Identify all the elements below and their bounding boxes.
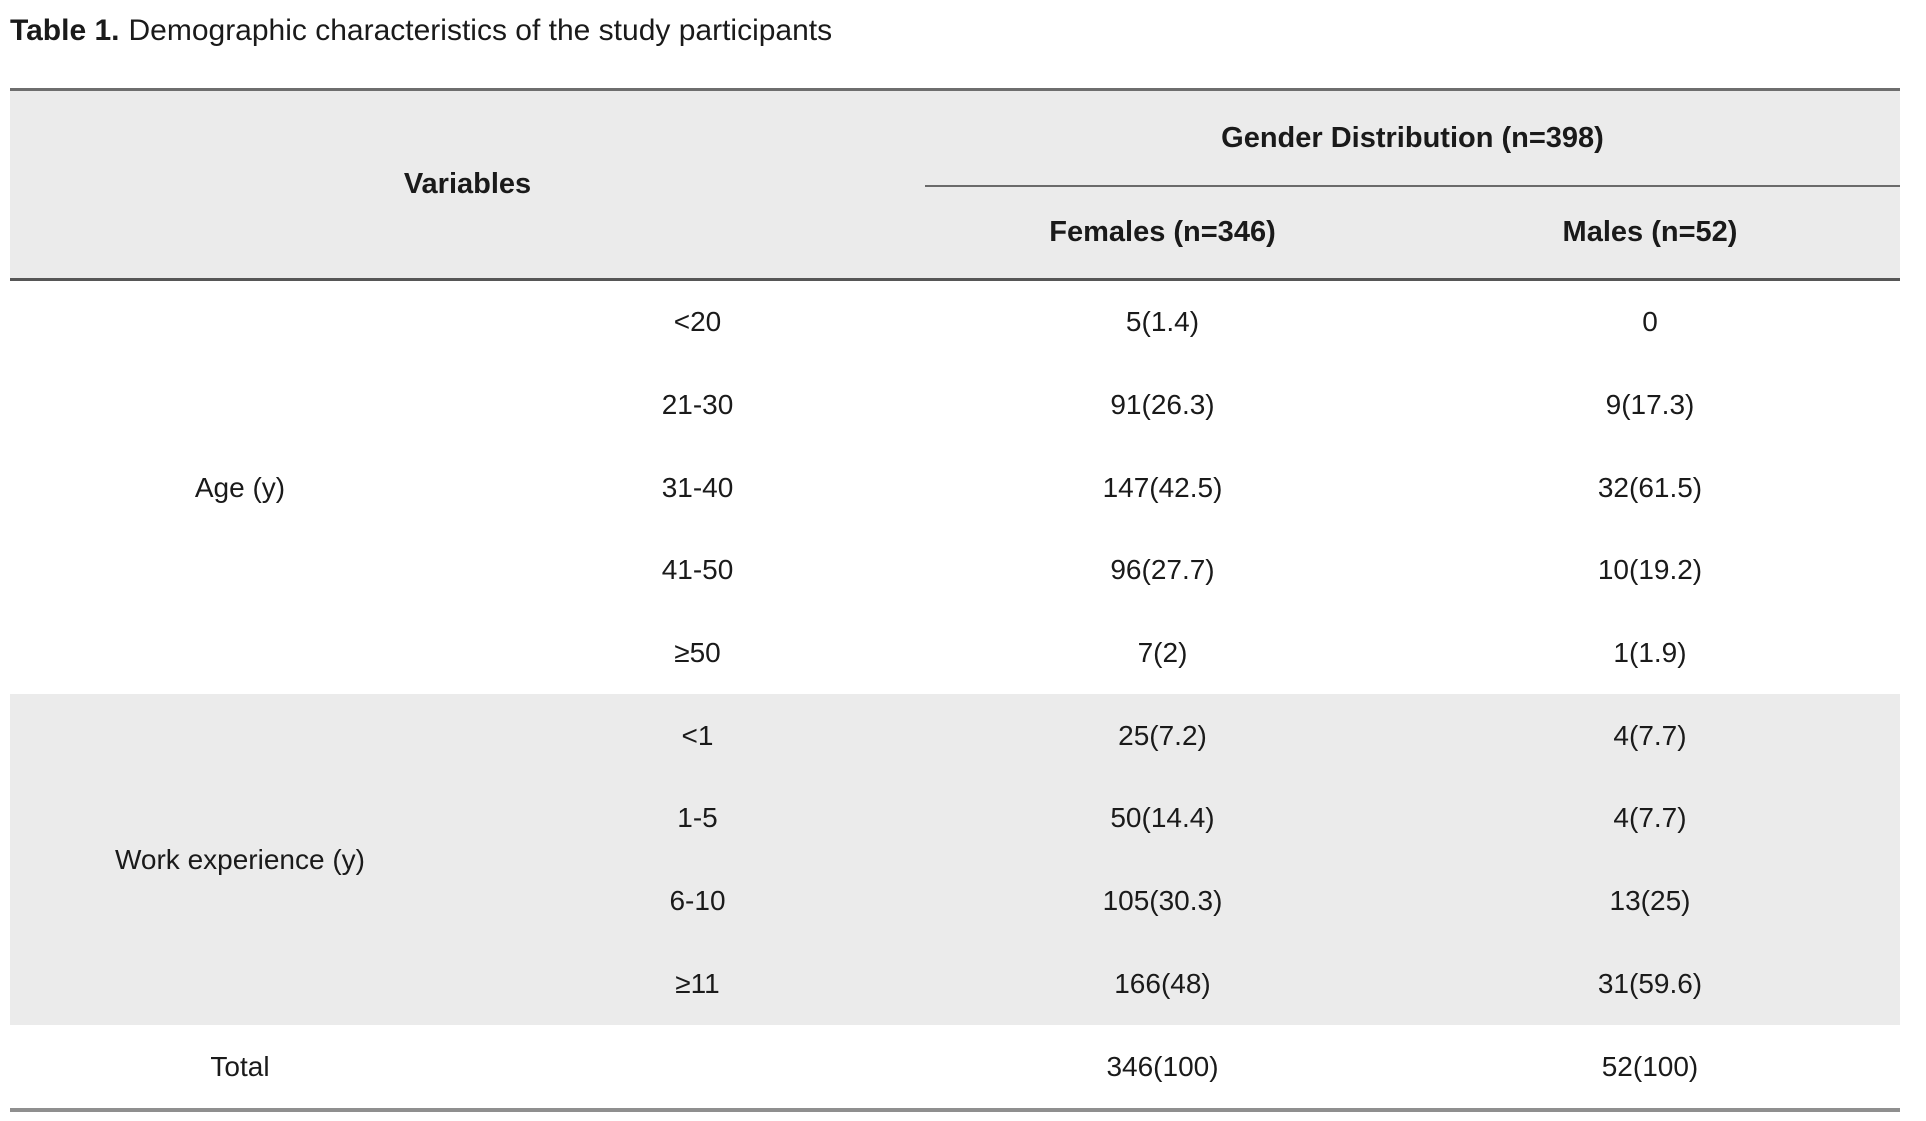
category-cell: <1 (470, 694, 925, 778)
table-header: Variables Gender Distribution (n=398) Fe… (10, 88, 1900, 281)
header-gender-distribution: Gender Distribution (n=398) (1221, 121, 1604, 154)
group-label-age: Age (y) (194, 471, 286, 503)
empty-cell (470, 1025, 925, 1108)
females-value-cell: 50(14.4) (925, 777, 1400, 860)
header-subrow: Females (n=346) Males (n=52) (925, 187, 1900, 278)
females-value-cell: 96(27.7) (1110, 554, 1215, 586)
females-value-cell: 105(30.3) (925, 859, 1400, 943)
males-value-cell: 13(25) (1400, 859, 1900, 943)
table-body: Age (y) <20 5(1.4) 0 21-30 91(26.3) 9(17… (10, 281, 1900, 1112)
total-males-value: 52(100) (1601, 1050, 1699, 1082)
females-value-cell: 5(1.4) (1125, 306, 1200, 338)
table-caption-number: Table 1. (10, 14, 120, 47)
category-cell: <20 (673, 306, 722, 338)
males-value-cell: 0 (1642, 306, 1658, 338)
demographics-table: Variables Gender Distribution (n=398) Fe… (10, 88, 1900, 1112)
category-cell: ≥11 (470, 942, 925, 1026)
category-cell: 1-5 (470, 777, 925, 860)
total-label: Total (210, 1050, 270, 1082)
females-value-cell: 25(7.2) (925, 694, 1400, 778)
header-females: Females (n=346) (1049, 216, 1276, 248)
header-males: Males (n=52) (1562, 216, 1738, 248)
category-cell: 21-30 (661, 389, 734, 421)
females-value-cell: 91(26.3) (1110, 389, 1215, 421)
category-cell: ≥50 (674, 637, 721, 669)
group-label-work-experience: Work experience (y) (10, 694, 470, 1026)
males-value-cell: 31(59.6) (1400, 942, 1900, 1026)
category-cell: 6-10 (470, 859, 925, 943)
males-value-cell: 10(19.2) (1597, 554, 1703, 586)
gender-span-rule (925, 185, 1900, 187)
males-value-cell: 9(17.3) (1605, 389, 1695, 421)
table-caption-text: Demographic characteristics of the study… (128, 14, 833, 47)
males-value-cell: 4(7.7) (1400, 694, 1900, 778)
females-value-cell: 7(2) (1137, 637, 1188, 669)
females-value-cell: 147(42.5) (1102, 471, 1223, 503)
males-value-cell: 4(7.7) (1400, 777, 1900, 860)
males-value-cell: 1(1.9) (1613, 637, 1687, 669)
males-value-cell: 32(61.5) (1597, 471, 1703, 503)
females-value-cell: 166(48) (925, 942, 1400, 1026)
header-gender-block: Gender Distribution (n=398) Females (n=3… (925, 91, 1900, 278)
header-variables: Variables (403, 168, 532, 200)
table-caption: Table 1. Demographic characteristics of t… (10, 12, 832, 50)
category-cell: 31-40 (661, 471, 734, 503)
category-cell: 41-50 (661, 554, 734, 586)
total-females-value: 346(100) (1106, 1050, 1219, 1082)
